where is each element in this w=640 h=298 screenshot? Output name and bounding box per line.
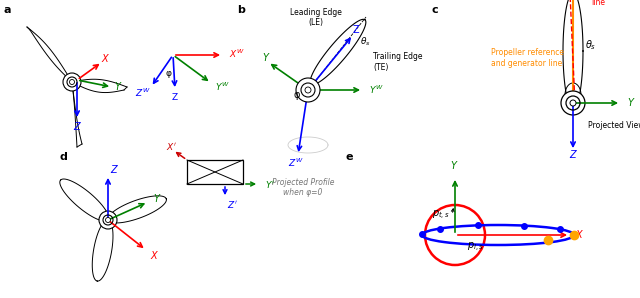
Circle shape	[70, 80, 74, 85]
Text: Propeller reference
and generator line: Propeller reference and generator line	[491, 48, 564, 68]
Text: e: e	[345, 152, 353, 162]
Circle shape	[305, 87, 311, 93]
Text: d: d	[60, 152, 68, 162]
Text: Y: Y	[262, 53, 268, 63]
Text: $Z^W$: $Z^W$	[135, 87, 151, 99]
Text: Z: Z	[110, 165, 116, 175]
Text: b: b	[237, 5, 245, 15]
Text: Leading Edge
(LE): Leading Edge (LE)	[290, 8, 342, 27]
Text: $Z'$: $Z'$	[227, 198, 237, 209]
Text: Y: Y	[627, 98, 633, 108]
Text: X: X	[150, 251, 157, 261]
Text: Trailing Edge
(TE): Trailing Edge (TE)	[373, 52, 422, 72]
Text: Y: Y	[450, 161, 456, 171]
Text: c: c	[432, 5, 438, 15]
Text: $\theta_s$: $\theta_s$	[360, 36, 371, 49]
Text: Y: Y	[114, 82, 120, 92]
Text: Z: Z	[570, 150, 576, 160]
Text: Blade reference
line: Blade reference line	[591, 0, 640, 7]
Circle shape	[296, 78, 320, 102]
Text: Z: Z	[74, 122, 80, 132]
Text: Projected Profile
when φ=0: Projected Profile when φ=0	[272, 178, 334, 197]
Text: X: X	[575, 230, 582, 240]
Text: Y: Y	[153, 194, 159, 204]
Circle shape	[99, 211, 117, 229]
Text: $p_{t,s}$: $p_{t,s}$	[432, 208, 450, 221]
Text: $Y^W$: $Y^W$	[215, 81, 230, 93]
Text: Z: Z	[172, 92, 178, 102]
Text: $X^W$: $X^W$	[229, 48, 244, 60]
Text: $\theta_s$: $\theta_s$	[585, 38, 596, 52]
Text: X: X	[102, 54, 108, 64]
Text: $Z^W$: $Z^W$	[288, 157, 304, 169]
Circle shape	[570, 100, 576, 106]
Text: $p_{l,s}$: $p_{l,s}$	[467, 240, 484, 254]
Text: Z: Z	[353, 25, 359, 35]
Circle shape	[561, 91, 585, 115]
Circle shape	[63, 73, 81, 91]
Text: $X'$: $X'$	[166, 140, 177, 151]
Text: $Y^W$: $Y^W$	[369, 84, 384, 96]
Text: $Y'$: $Y'$	[265, 179, 275, 190]
Circle shape	[106, 218, 111, 223]
Text: a: a	[3, 5, 10, 15]
Text: φ: φ	[293, 90, 300, 100]
Text: φ: φ	[165, 69, 171, 77]
Text: Projected View: Projected View	[588, 121, 640, 130]
